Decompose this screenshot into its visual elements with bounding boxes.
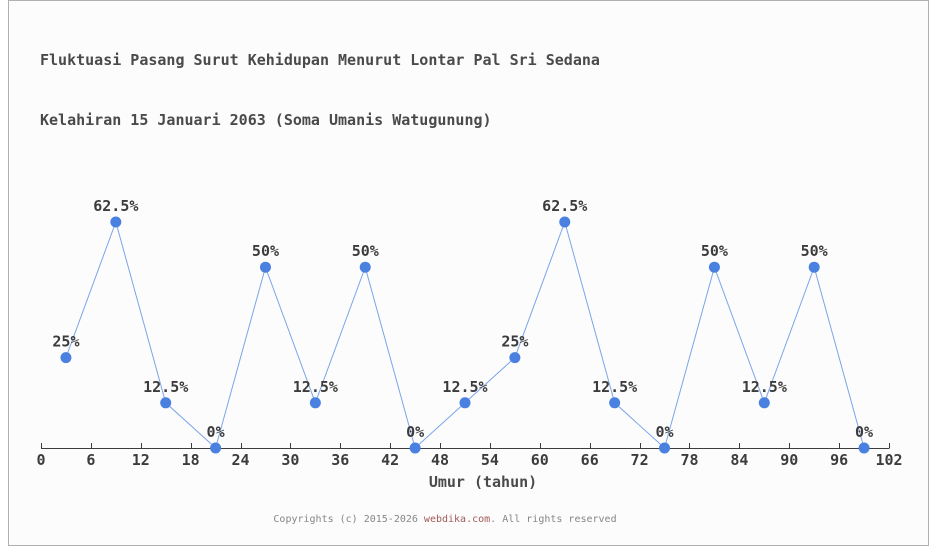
x-tick-label: 66 <box>581 451 599 469</box>
data-point <box>60 352 72 364</box>
data-point <box>110 216 122 228</box>
x-tick-label: 18 <box>182 451 200 469</box>
x-tick-label: 96 <box>830 451 848 469</box>
data-point <box>409 442 421 454</box>
data-point <box>509 352 521 364</box>
x-tick-label: 24 <box>231 451 249 469</box>
data-point-label: 25% <box>501 333 528 351</box>
data-point-label: 50% <box>701 242 728 260</box>
footer-text-suffix: . All rights reserved <box>490 514 617 525</box>
x-tick-label: 12 <box>132 451 150 469</box>
data-point-label: 12.5% <box>592 378 637 396</box>
data-point <box>359 261 371 273</box>
x-tick-label: 72 <box>631 451 649 469</box>
x-tick-label: 90 <box>780 451 798 469</box>
footer-site-link[interactable]: webdika.com <box>423 514 491 525</box>
x-tick-label: 60 <box>531 451 549 469</box>
data-point-label: 12.5% <box>143 378 188 396</box>
data-point <box>858 442 870 454</box>
x-tick-label: 48 <box>431 451 449 469</box>
data-point-label: 12.5% <box>293 378 338 396</box>
x-tick-label: 0 <box>36 451 45 469</box>
data-point-label: 62.5% <box>93 197 138 215</box>
data-point-label: 0% <box>855 423 873 441</box>
chart-title: Fluktuasi Pasang Surut Kehidupan Menurut… <box>40 10 600 150</box>
data-point-label: 0% <box>406 423 424 441</box>
x-tick-label: 6 <box>86 451 95 469</box>
data-point <box>160 397 172 409</box>
data-point <box>609 397 621 409</box>
chart-title-line-2: Kelahiran 15 Januari 2063 (Soma Umanis W… <box>40 111 492 129</box>
data-point-label: 12.5% <box>742 378 787 396</box>
data-point-label: 50% <box>801 242 828 260</box>
data-point <box>459 397 471 409</box>
data-point <box>808 261 820 273</box>
chart-frame <box>8 0 929 546</box>
data-point-label: 25% <box>52 333 79 351</box>
data-point-label: 0% <box>655 423 673 441</box>
x-tick-label: 36 <box>331 451 349 469</box>
data-point-label: 62.5% <box>542 197 587 215</box>
data-point-label: 12.5% <box>442 378 487 396</box>
data-point <box>210 442 222 454</box>
data-point <box>559 216 571 228</box>
x-axis-label: Umur (tahun) <box>428 473 538 491</box>
data-point <box>259 261 271 273</box>
data-point <box>309 397 321 409</box>
footer-text-prefix: Copyrights (c) 2015-2026 <box>273 514 424 525</box>
x-tick-label: 102 <box>875 451 902 469</box>
x-tick-label: 30 <box>281 451 299 469</box>
data-point <box>758 397 770 409</box>
data-point <box>708 261 720 273</box>
chart-title-line-1: Fluktuasi Pasang Surut Kehidupan Menurut… <box>40 51 600 69</box>
x-tick-label: 84 <box>730 451 748 469</box>
data-point-label: 50% <box>352 242 379 260</box>
x-tick-label: 42 <box>381 451 399 469</box>
data-line <box>65 220 865 449</box>
x-tick-label: 54 <box>481 451 499 469</box>
data-point-label: 50% <box>252 242 279 260</box>
x-tick-label: 78 <box>680 451 698 469</box>
data-point <box>659 442 671 454</box>
data-point-label: 0% <box>207 423 225 441</box>
footer-copyright: Copyrights (c) 2015-2026 webdika.com. Al… <box>0 514 890 525</box>
